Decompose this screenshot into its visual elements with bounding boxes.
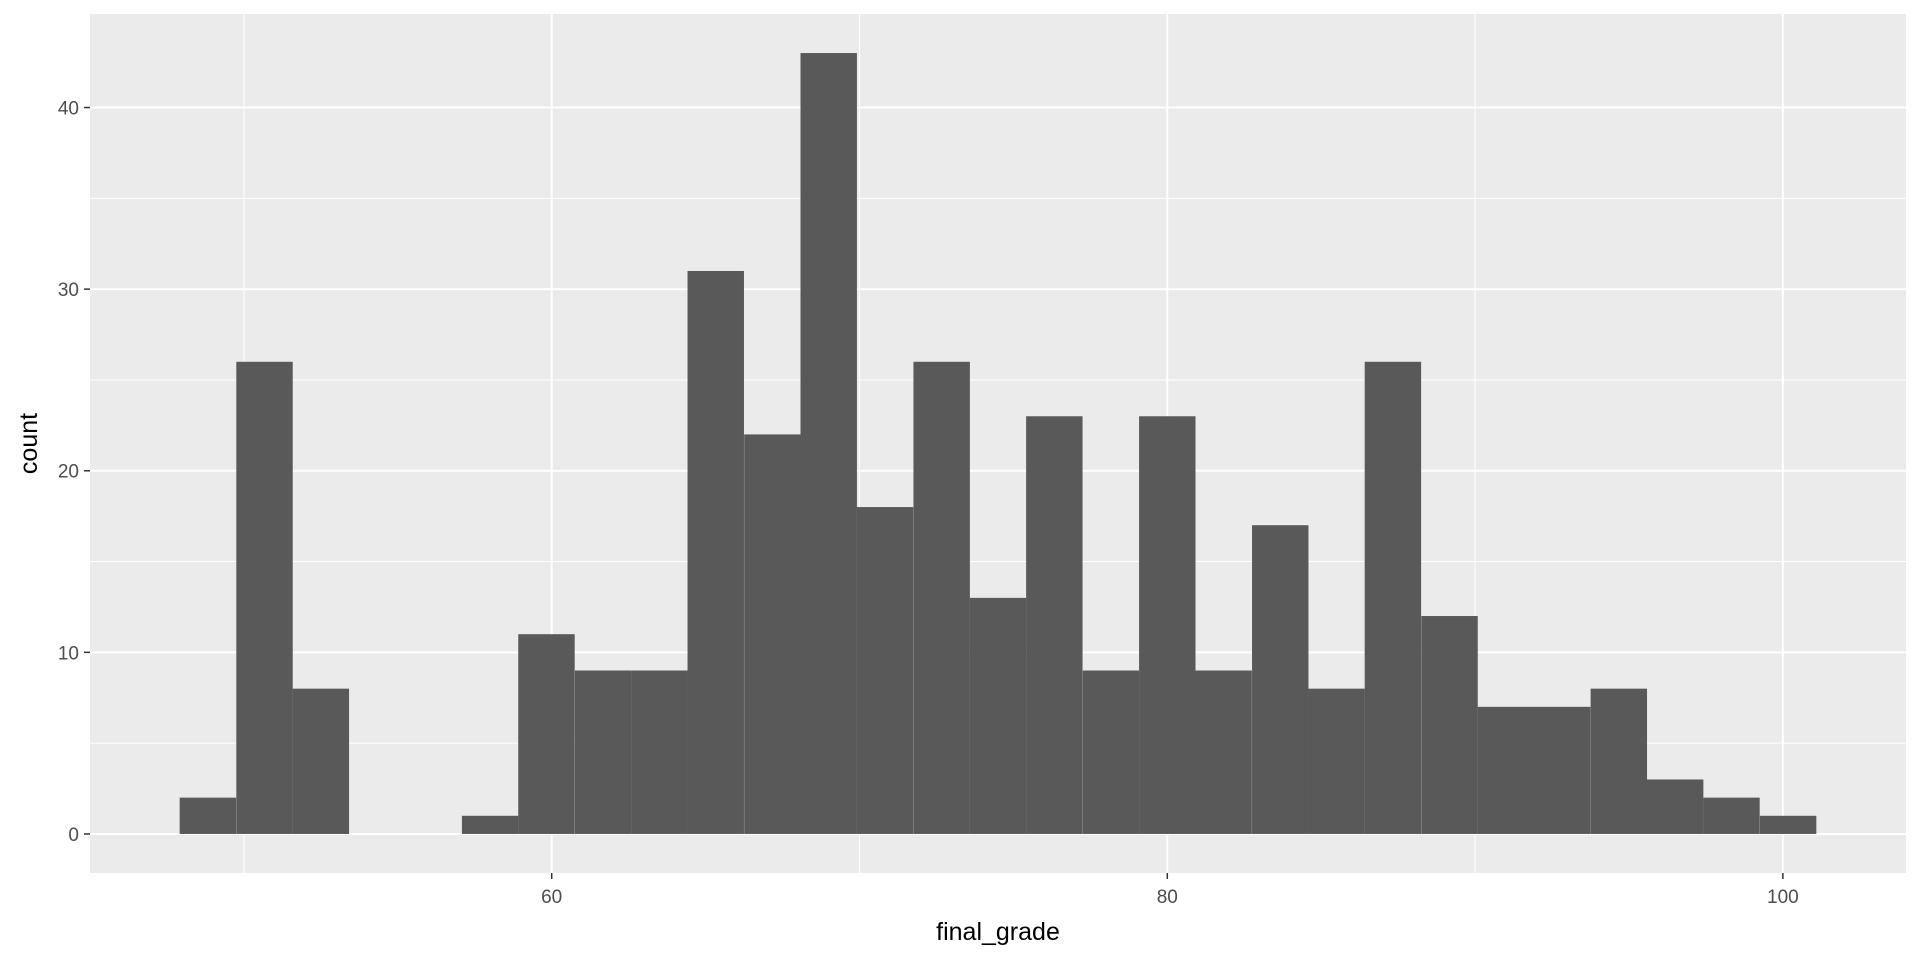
histogram-bar-11 <box>800 53 857 834</box>
y-axis-title: count <box>15 413 43 474</box>
histogram-bar-12 <box>856 507 914 834</box>
histogram-bar-0 <box>179 797 237 834</box>
x-tick-label: 60 <box>541 887 562 908</box>
histogram-bar-24 <box>1533 706 1591 834</box>
histogram-bar-9 <box>687 270 744 834</box>
histogram-bar-1 <box>236 361 293 834</box>
histogram-bar-28 <box>1759 815 1817 834</box>
histogram-bar-8 <box>631 670 688 834</box>
histogram-bar-7 <box>574 670 632 834</box>
y-tick-label: 30 <box>58 280 79 301</box>
histogram-bar-20 <box>1308 688 1365 834</box>
x-tick-label: 100 <box>1767 887 1799 908</box>
histogram-bar-22 <box>1421 616 1478 834</box>
histogram-bar-16 <box>1082 670 1140 834</box>
histogram-bar-10 <box>744 434 801 834</box>
histogram-bar-14 <box>969 597 1027 834</box>
y-axis-ticks: 0 10 20 30 40 <box>58 99 90 846</box>
x-axis-ticks: 60 80 100 <box>541 873 1799 908</box>
histogram-bar-13 <box>913 361 970 834</box>
histogram-bar-18 <box>1195 670 1252 834</box>
y-tick-label: 20 <box>58 462 79 483</box>
histogram-bar-23 <box>1477 706 1535 834</box>
histogram-bar-17 <box>1139 416 1196 834</box>
y-tick-label: 40 <box>58 99 79 120</box>
x-tick-label: 80 <box>1157 887 1178 908</box>
y-tick-label: 10 <box>58 643 79 664</box>
histogram-bar-25 <box>1590 688 1648 834</box>
histogram-bar-2 <box>292 688 350 834</box>
histogram-bar-5 <box>461 815 519 834</box>
x-axis-title: final_grade <box>936 918 1060 946</box>
y-tick-label: 0 <box>68 825 79 846</box>
histogram-bar-26 <box>1646 779 1704 834</box>
histogram-bar-27 <box>1703 797 1760 834</box>
histogram-bar-6 <box>518 634 575 834</box>
histogram-bar-15 <box>1026 416 1083 834</box>
histogram-bars <box>179 53 1817 834</box>
histogram-bar-19 <box>1252 525 1309 834</box>
histogram-bar-21 <box>1364 361 1422 834</box>
